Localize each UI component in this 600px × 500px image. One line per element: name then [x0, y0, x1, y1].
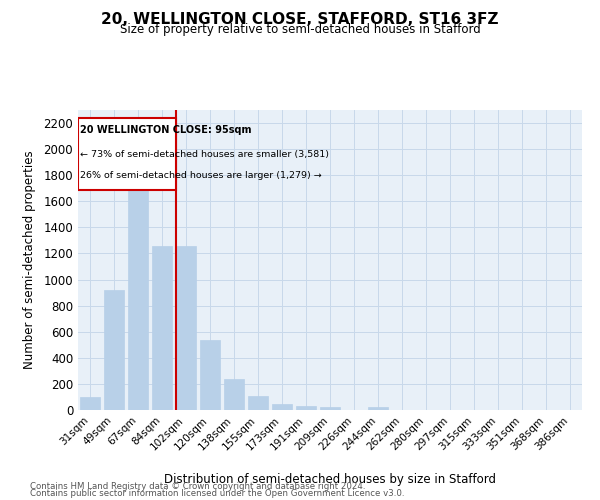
Bar [176, 246, 196, 410]
Text: Size of property relative to semi-detached houses in Stafford: Size of property relative to semi-detach… [119, 22, 481, 36]
Text: Distribution of semi-detached houses by size in Stafford: Distribution of semi-detached houses by … [164, 474, 496, 486]
Bar [296, 406, 316, 410]
Y-axis label: Number of semi-detached properties: Number of semi-detached properties [23, 150, 37, 370]
Text: Contains HM Land Registry data © Crown copyright and database right 2024.: Contains HM Land Registry data © Crown c… [30, 482, 365, 491]
Bar [320, 407, 340, 410]
Bar [128, 187, 148, 410]
Bar [224, 380, 244, 410]
Bar [248, 396, 268, 410]
Text: 20, WELLINGTON CLOSE, STAFFORD, ST16 3FZ: 20, WELLINGTON CLOSE, STAFFORD, ST16 3FZ [101, 12, 499, 28]
Bar [104, 290, 124, 410]
Bar [152, 246, 172, 410]
Bar [272, 404, 292, 410]
Bar [78, 118, 176, 190]
Text: Contains public sector information licensed under the Open Government Licence v3: Contains public sector information licen… [30, 489, 404, 498]
Text: 26% of semi-detached houses are larger (1,279) →: 26% of semi-detached houses are larger (… [80, 170, 322, 179]
Bar [80, 397, 100, 410]
Text: ← 73% of semi-detached houses are smaller (3,581): ← 73% of semi-detached houses are smalle… [80, 150, 329, 160]
Bar [368, 407, 388, 410]
Bar [200, 340, 220, 410]
Text: 20 WELLINGTON CLOSE: 95sqm: 20 WELLINGTON CLOSE: 95sqm [80, 126, 251, 136]
